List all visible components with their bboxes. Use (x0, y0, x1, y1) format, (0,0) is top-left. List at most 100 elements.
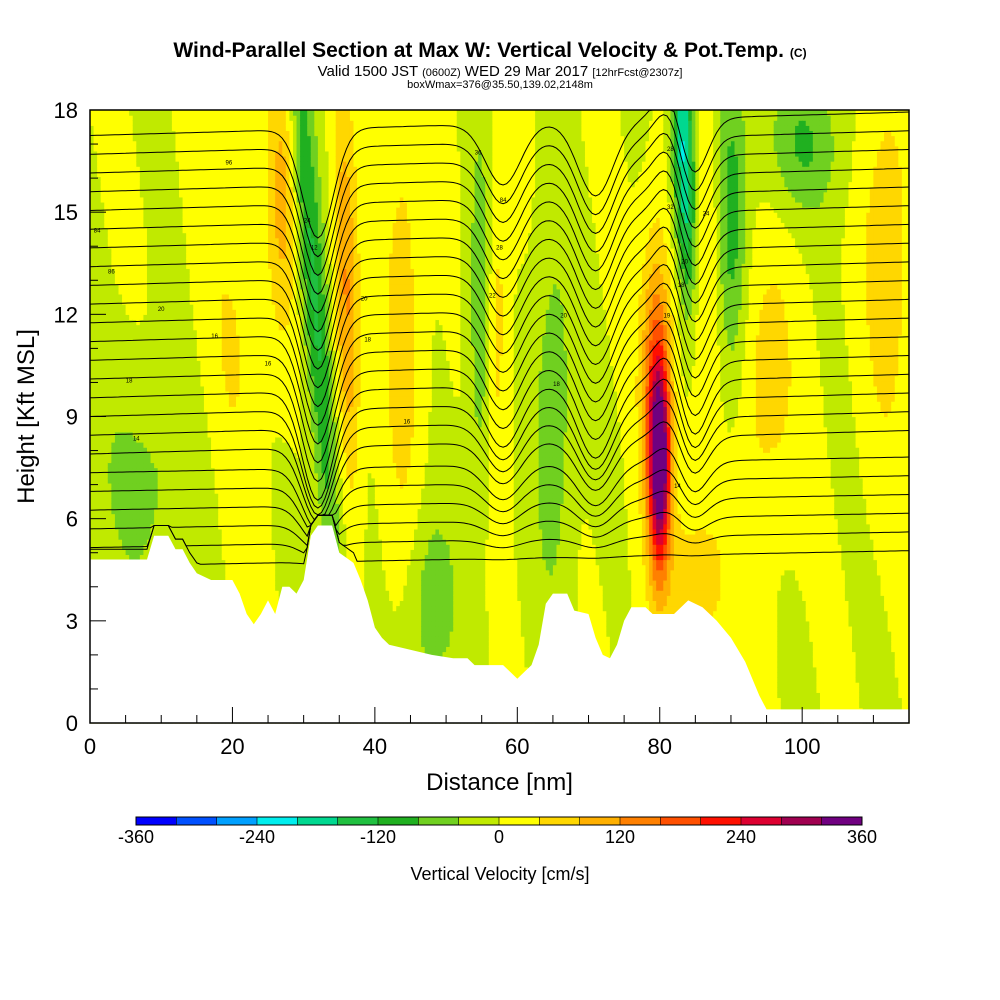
field-cell (118, 417, 122, 423)
field-cell (94, 330, 98, 336)
field-cell (126, 391, 130, 397)
field-cell (151, 141, 155, 147)
field-cell (143, 207, 147, 213)
field-cell (126, 238, 130, 244)
field-cell (133, 345, 137, 351)
field-cell (161, 294, 165, 300)
field-cell (158, 376, 162, 382)
field-cell (97, 161, 101, 167)
field-cell (126, 473, 130, 479)
field-cell (158, 350, 162, 356)
field-cell (115, 156, 119, 162)
field-cell (165, 462, 169, 468)
field-cell (122, 473, 126, 479)
field-cell (161, 289, 165, 295)
field-cell (140, 151, 144, 157)
field-cell (122, 146, 126, 152)
field-cell (133, 125, 137, 131)
field-cell (165, 268, 169, 274)
field-cell (165, 422, 169, 428)
field-cell (111, 345, 115, 351)
field-cell (136, 110, 140, 116)
field-cell (151, 457, 155, 463)
field-cell (115, 519, 119, 525)
field-cell (97, 529, 101, 535)
field-cell (161, 498, 165, 504)
field-cell (154, 110, 158, 116)
field-cell (122, 335, 126, 341)
field-cell (136, 202, 140, 208)
field-cell (140, 197, 144, 203)
field-cell (161, 284, 165, 290)
field-cell (101, 427, 105, 433)
field-cell (165, 141, 169, 147)
field-cell (101, 192, 105, 198)
field-cell (161, 325, 165, 331)
field-cell (133, 503, 137, 509)
field-cell (158, 457, 162, 463)
field-cell (158, 314, 162, 320)
field-cell (158, 519, 162, 525)
field-cell (140, 110, 144, 116)
field-cell (122, 355, 126, 361)
field-cell (129, 176, 133, 182)
field-cell (158, 381, 162, 387)
field-cell (136, 376, 140, 382)
field-cell (115, 447, 119, 453)
field-cell (97, 442, 101, 448)
field-cell (154, 493, 158, 499)
field-cell (165, 227, 169, 233)
field-cell (126, 427, 130, 433)
field-cell (111, 309, 115, 315)
field-cell (129, 422, 133, 428)
field-cell (101, 294, 105, 300)
field-cell (97, 197, 101, 203)
field-cell (118, 355, 122, 361)
field-cell (151, 427, 155, 433)
field-cell (161, 161, 165, 167)
field-cell (136, 182, 140, 188)
field-cell (94, 110, 98, 116)
field-cell (118, 325, 122, 331)
field-cell (126, 176, 130, 182)
field-cell (165, 524, 169, 530)
field-cell (151, 314, 155, 320)
field-cell (133, 156, 137, 162)
field-cell (111, 202, 115, 208)
field-cell (161, 192, 165, 198)
field-cell (108, 309, 112, 315)
field-cell (101, 325, 105, 331)
field-cell (143, 212, 147, 218)
field-cell (111, 371, 115, 377)
field-cell (104, 141, 108, 147)
field-cell (151, 227, 155, 233)
field-cell (143, 161, 147, 167)
field-cell (94, 294, 98, 300)
field-cell (118, 294, 122, 300)
field-cell (111, 161, 115, 167)
field-cell (154, 381, 158, 387)
field-cell (118, 519, 122, 525)
field-cell (143, 248, 147, 254)
field-cell (126, 493, 130, 499)
field-cell (97, 457, 101, 463)
field-cell (147, 473, 151, 479)
field-cell (101, 115, 105, 121)
field-cell (140, 156, 144, 162)
field-cell (97, 503, 101, 509)
field-cell (147, 273, 151, 279)
field-cell (101, 534, 105, 540)
field-cell (133, 120, 137, 126)
field-cell (136, 411, 140, 417)
field-cell (104, 330, 108, 336)
field-cell (143, 227, 147, 233)
field-cell (151, 202, 155, 208)
field-cell (118, 279, 122, 285)
field-cell (111, 166, 115, 172)
field-cell (126, 345, 130, 351)
field-cell (165, 488, 169, 494)
field-cell (126, 166, 130, 172)
field-cell (108, 176, 112, 182)
field-cell (140, 243, 144, 249)
field-cell (129, 141, 133, 147)
